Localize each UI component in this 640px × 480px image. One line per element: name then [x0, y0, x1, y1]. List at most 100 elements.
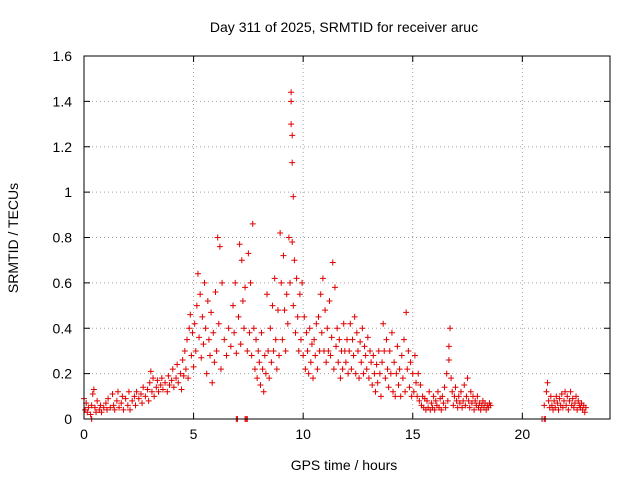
- data-point: [247, 279, 254, 286]
- y-tick-label: 1.2: [53, 139, 73, 155]
- data-point: [423, 397, 430, 404]
- data-point: [260, 388, 267, 395]
- data-point: [158, 375, 165, 382]
- data-point: [280, 252, 287, 259]
- data-point: [348, 366, 355, 373]
- data-point: [290, 302, 297, 309]
- data-point: [185, 375, 192, 382]
- y-tick-label: 1.6: [53, 48, 73, 64]
- data-point: [404, 366, 411, 373]
- grid: [84, 56, 610, 419]
- data-point: [569, 395, 576, 402]
- data-point: [111, 406, 118, 413]
- data-point: [398, 352, 405, 359]
- data-point: [259, 366, 266, 373]
- data-point: [472, 397, 479, 404]
- data-point: [262, 370, 269, 377]
- data-point: [305, 370, 312, 377]
- data-point: [312, 352, 319, 359]
- data-point: [381, 347, 388, 354]
- data-point: [325, 347, 332, 354]
- y-tick-label: 1: [64, 184, 72, 200]
- data-point: [300, 352, 307, 359]
- data-point: [346, 347, 353, 354]
- data-point: [357, 338, 364, 345]
- data-point: [285, 234, 292, 241]
- axis-ticks: 0 5 10 15 20 0 0.2 0.4 0.6 0.8 1 1.2 1.4 1.6: [53, 48, 610, 442]
- data-point: [411, 352, 418, 359]
- data-point: [100, 404, 107, 411]
- data-point: [426, 388, 433, 395]
- data-point: [166, 381, 173, 388]
- data-point: [175, 379, 182, 386]
- data-point: [87, 411, 94, 418]
- data-point: [448, 375, 455, 382]
- data-point: [91, 404, 98, 411]
- data-point: [449, 388, 456, 395]
- data-point: [237, 341, 244, 348]
- data-point: [179, 357, 186, 364]
- data-point: [188, 352, 195, 359]
- data-point: [323, 359, 330, 366]
- data-point: [363, 366, 370, 373]
- data-point: [445, 357, 452, 364]
- data-point: [169, 366, 176, 373]
- data-point: [196, 334, 203, 341]
- x-tick-label: 10: [295, 426, 311, 442]
- data-point: [330, 366, 337, 373]
- data-point: [352, 370, 359, 377]
- data-point: [137, 391, 144, 398]
- data-point: [288, 98, 295, 105]
- data-point: [268, 359, 275, 366]
- data-point: [189, 329, 196, 336]
- data-point: [370, 352, 377, 359]
- data-point: [164, 388, 171, 395]
- data-point: [347, 320, 354, 327]
- data-point: [232, 279, 239, 286]
- data-point: [213, 347, 220, 354]
- data-point: [302, 366, 309, 373]
- data-point: [135, 395, 142, 402]
- data-point: [354, 347, 361, 354]
- data-point: [310, 375, 317, 382]
- data-point: [408, 393, 415, 400]
- data-point: [301, 313, 308, 320]
- data-point: [155, 388, 162, 395]
- data-point: [289, 239, 296, 246]
- data-point: [272, 336, 279, 343]
- data-point: [563, 402, 570, 409]
- x-tick-label: 5: [190, 426, 198, 442]
- data-point: [431, 406, 438, 413]
- data-point: [269, 302, 276, 309]
- data-point: [415, 370, 422, 377]
- data-point: [209, 379, 216, 386]
- data-point: [146, 379, 153, 386]
- data-point: [447, 325, 454, 332]
- data-point: [319, 275, 326, 282]
- data-point: [345, 370, 352, 377]
- data-point: [358, 359, 365, 366]
- data-point: [314, 366, 321, 373]
- data-point: [570, 404, 577, 411]
- data-point: [391, 359, 398, 366]
- data-point: [216, 243, 223, 250]
- data-point: [417, 381, 424, 388]
- data-point: [545, 397, 552, 404]
- data-point: [303, 329, 310, 336]
- data-point: [178, 386, 185, 393]
- data-point: [133, 388, 140, 395]
- data-point: [142, 393, 149, 400]
- data-point: [463, 393, 470, 400]
- x-tick-label: 0: [80, 426, 88, 442]
- data-point: [571, 400, 578, 407]
- data-point: [248, 352, 255, 359]
- data-point: [98, 409, 105, 416]
- data-point: [227, 343, 234, 350]
- data-point: [265, 347, 272, 354]
- data-point: [362, 352, 369, 359]
- data-point: [153, 384, 160, 391]
- data-point: [249, 220, 256, 227]
- data-point: [256, 359, 263, 366]
- data-point: [231, 329, 238, 336]
